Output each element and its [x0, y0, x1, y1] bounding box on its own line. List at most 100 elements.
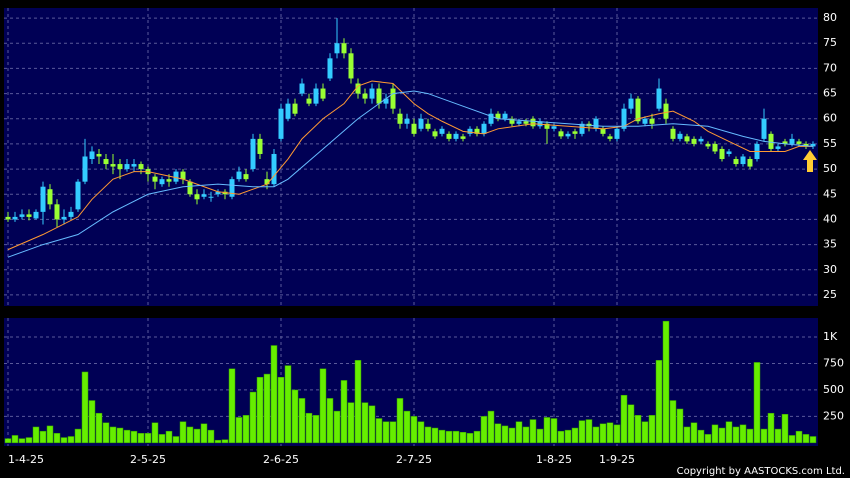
x-tick-label: 1-4-25 — [8, 453, 44, 466]
candle-body — [663, 103, 669, 119]
volume-bar — [123, 429, 131, 444]
y-tick-label: 35 — [823, 238, 837, 251]
volume-bar — [144, 433, 152, 444]
candle-body — [803, 143, 809, 147]
candle-body — [355, 83, 361, 94]
volume-bar — [340, 380, 348, 444]
x-tick-label: 1-8-25 — [536, 453, 572, 466]
volume-bar — [249, 391, 257, 444]
candle-body — [334, 43, 340, 54]
candle-body — [341, 43, 347, 54]
candle-body — [243, 174, 249, 180]
volume-bar — [179, 421, 187, 444]
volume-bar — [522, 426, 530, 444]
candle-body — [642, 118, 648, 124]
candle-body — [677, 133, 683, 139]
volume-bar — [466, 433, 474, 444]
candle-body — [362, 93, 368, 99]
candle-body — [593, 118, 599, 129]
volume-bar — [291, 389, 299, 444]
volume-bar — [445, 430, 453, 444]
y-tick-label: 80 — [823, 11, 837, 24]
volume-bar — [648, 415, 656, 444]
y-tick-label: 500 — [823, 383, 844, 396]
volume-bar — [543, 417, 551, 444]
volume-bar — [599, 423, 607, 444]
candle-body — [712, 143, 718, 152]
y-tick-label: 65 — [823, 87, 837, 100]
candle-body — [705, 143, 711, 147]
candle-body — [432, 131, 438, 137]
volume-bar — [550, 418, 558, 444]
candle-body — [96, 153, 102, 157]
plot-layer: 25 30 35 40 45 50 55 60 65 70 75 80 250 500 750 1K 1-4-2… — [4, 8, 844, 466]
candle-body — [481, 123, 487, 134]
volume-bar — [11, 435, 19, 444]
candle-body — [572, 131, 578, 134]
candle-body — [614, 128, 620, 139]
volume-bar — [270, 345, 278, 444]
candle-body — [740, 156, 746, 165]
volume-bar — [172, 436, 180, 444]
candle-body — [719, 148, 725, 160]
y-tick-label: 70 — [823, 61, 837, 74]
candle-body — [537, 121, 543, 127]
candle-body — [747, 159, 753, 167]
candle-body — [229, 179, 235, 197]
volume-bar — [529, 419, 537, 444]
volume-bar — [676, 408, 684, 444]
candle-body — [698, 138, 704, 142]
candle-body — [691, 138, 697, 144]
volume-bar — [382, 421, 390, 444]
candle-body — [467, 128, 473, 134]
volume-bar — [592, 426, 600, 444]
candle-body — [649, 118, 655, 124]
candle-body — [278, 108, 284, 139]
volume-bar — [60, 437, 68, 444]
volume-bar — [347, 402, 355, 444]
volume-bar — [284, 365, 292, 444]
volume-bar — [571, 427, 579, 444]
y-tick-label: 250 — [823, 409, 844, 422]
candle-body — [796, 141, 802, 144]
candle-body — [369, 88, 375, 99]
candle-body — [383, 98, 389, 104]
volume-bar — [620, 394, 628, 444]
volume-bar — [613, 424, 621, 444]
volume-bar — [452, 430, 460, 444]
volume-bar — [403, 410, 411, 444]
y-tick-label: 60 — [823, 112, 837, 125]
volume-bar — [515, 421, 523, 444]
candle-body — [579, 123, 585, 134]
candle-body — [257, 138, 263, 154]
volume-bar — [739, 424, 747, 444]
candle-body — [61, 216, 67, 220]
candle-body — [313, 88, 319, 104]
candle-body — [12, 216, 18, 220]
volume-bar — [207, 429, 215, 444]
candle-body — [131, 164, 137, 167]
candle-body — [320, 88, 326, 99]
candle-body — [775, 146, 781, 149]
x-tick-label: 2-7-25 — [396, 453, 432, 466]
volume-bar — [88, 400, 96, 444]
candle-body — [565, 133, 571, 137]
volume-bar — [627, 404, 635, 444]
volume-bar — [354, 360, 362, 444]
volume-bar — [802, 434, 810, 444]
candle-body — [397, 113, 403, 124]
x-tick-label: 2-5-25 — [130, 453, 166, 466]
candle-body — [621, 108, 627, 129]
marker-arrow — [803, 150, 817, 172]
volume-bar — [585, 419, 593, 444]
candle-body — [47, 189, 53, 205]
candle-body — [19, 214, 25, 217]
candle-body — [306, 98, 312, 104]
volume-bar — [102, 422, 110, 444]
volume-bar — [606, 422, 614, 444]
candle-body — [33, 211, 39, 219]
volume-bar — [767, 412, 775, 444]
volume-bar — [711, 424, 719, 444]
volume-bar — [662, 320, 670, 444]
y-tick-label: 1K — [823, 330, 838, 343]
